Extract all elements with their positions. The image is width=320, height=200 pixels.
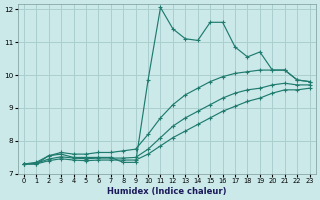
X-axis label: Humidex (Indice chaleur): Humidex (Indice chaleur) <box>107 187 227 196</box>
